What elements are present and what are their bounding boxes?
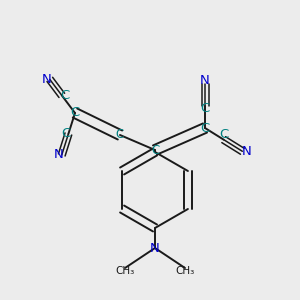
Text: N: N bbox=[200, 74, 210, 88]
Text: N: N bbox=[42, 73, 52, 86]
Text: N: N bbox=[150, 242, 160, 254]
Text: C: C bbox=[219, 128, 228, 141]
Text: N: N bbox=[242, 145, 251, 158]
Text: N: N bbox=[54, 148, 64, 161]
Text: CH₃: CH₃ bbox=[116, 266, 135, 276]
Text: C: C bbox=[70, 106, 80, 119]
Text: C: C bbox=[60, 89, 69, 102]
Text: C: C bbox=[116, 128, 124, 142]
Text: C: C bbox=[61, 128, 70, 140]
Text: C: C bbox=[200, 103, 210, 116]
Text: C: C bbox=[151, 143, 159, 157]
Text: C: C bbox=[200, 122, 210, 134]
Text: CH₃: CH₃ bbox=[176, 266, 195, 276]
